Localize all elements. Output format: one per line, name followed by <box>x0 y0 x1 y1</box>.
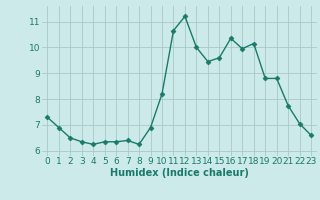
X-axis label: Humidex (Indice chaleur): Humidex (Indice chaleur) <box>110 168 249 178</box>
